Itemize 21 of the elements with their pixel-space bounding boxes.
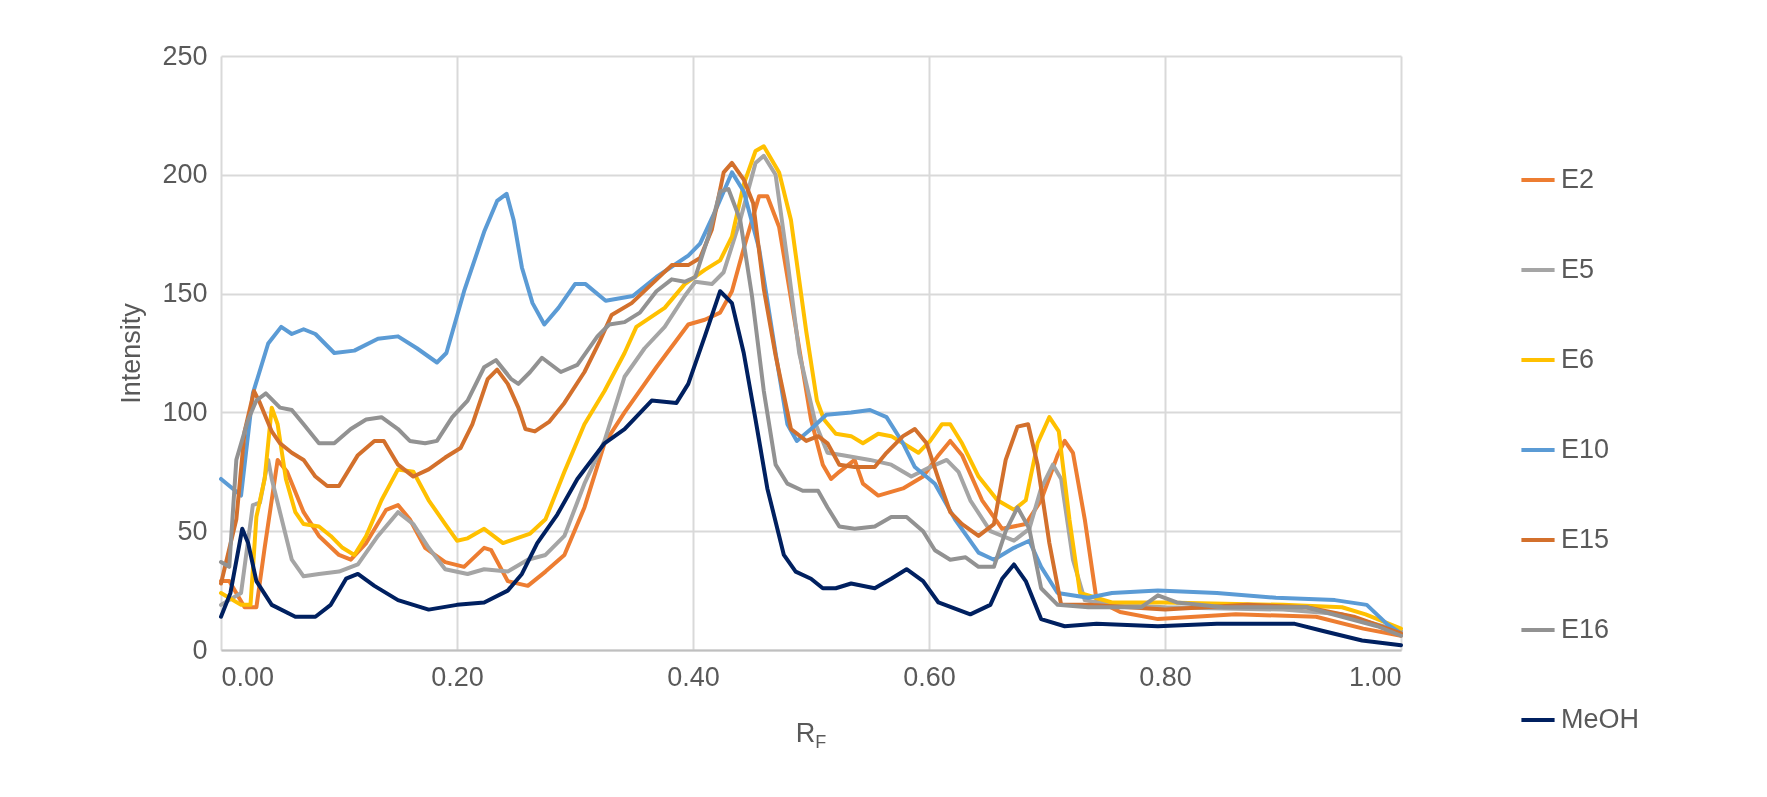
- x-tick-label: 0.40: [667, 661, 720, 692]
- x-tick-label: 0.80: [1139, 661, 1192, 692]
- x-tick-label: 0.00: [221, 661, 275, 692]
- x-tick-label: 1.00: [1348, 661, 1402, 692]
- legend-label: E5: [1561, 254, 1595, 284]
- legend-label: E2: [1561, 164, 1595, 194]
- y-tick-label: 200: [162, 159, 208, 190]
- legend-label: E10: [1561, 434, 1610, 464]
- legend-label: MeOH: [1561, 704, 1640, 734]
- y-tick-label: 0: [192, 634, 208, 665]
- x-tick-label: 0.60: [903, 661, 956, 692]
- legend-label: E15: [1561, 524, 1610, 554]
- y-tick-label: 150: [162, 278, 208, 309]
- x-tick-label: 0.20: [431, 661, 484, 692]
- legend-label: E16: [1561, 614, 1610, 644]
- y-tick-label: 50: [177, 515, 208, 546]
- y-tick-label: 250: [162, 40, 208, 71]
- y-tick-label: 100: [162, 396, 208, 427]
- y-axis-title: Intensity: [116, 302, 147, 404]
- legend-label: E6: [1561, 344, 1595, 374]
- x-axis-title: R$_{F}$: [795, 718, 827, 754]
